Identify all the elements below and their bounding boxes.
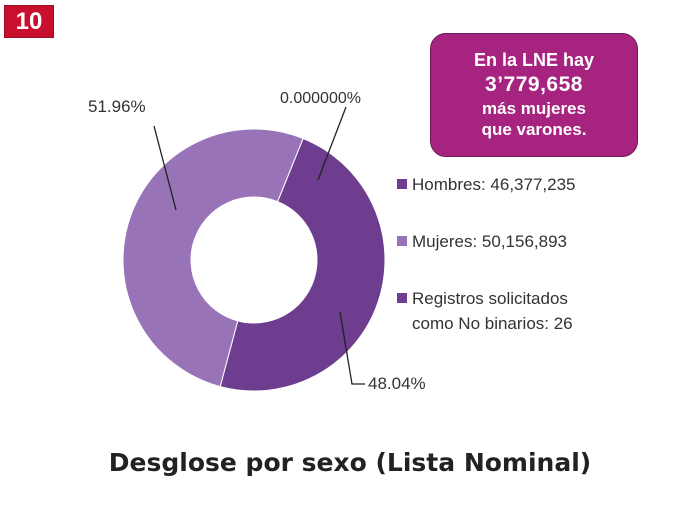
- page-number-badge: 10: [4, 5, 54, 38]
- donut-slices: [122, 128, 386, 392]
- legend-swatch-mujeres: [397, 236, 407, 246]
- slice-no-binarios: [277, 138, 304, 202]
- legend-swatch-hombres: [397, 179, 407, 189]
- callout-line-1: En la LNE hay: [473, 50, 595, 71]
- slice-mujeres: [122, 128, 304, 388]
- legend-label-no-binarios-line2: como No binarios: 26: [412, 314, 573, 333]
- slice-hombres: [219, 137, 386, 392]
- callout-line-4: que varones.: [481, 120, 587, 140]
- leader-line-hombres: [339, 311, 365, 385]
- leader-line-mujeres: [153, 125, 177, 211]
- callout-line-3: más mujeres: [482, 99, 586, 119]
- callout-box: En la LNE hay 3’779,658 más mujeres que …: [430, 33, 638, 157]
- callout-difference: 3’779,658: [485, 72, 583, 96]
- legend-label-hombres: Hombres: 46,377,235: [412, 175, 576, 194]
- leader-line-no-binarios: [317, 106, 347, 181]
- label-hombres-percent: 48.04%: [368, 374, 426, 393]
- legend-swatch-no-binarios: [397, 293, 407, 303]
- legend-label-mujeres: Mujeres: 50,156,893: [412, 232, 567, 251]
- label-mujeres-percent: 51.96%: [88, 97, 146, 116]
- label-no-binarios-percent: 0.000000%: [280, 90, 361, 107]
- chart-caption: Desglose por sexo (Lista Nominal): [108, 448, 592, 477]
- legend-label-no-binarios-line1: Registros solicitados: [412, 289, 568, 308]
